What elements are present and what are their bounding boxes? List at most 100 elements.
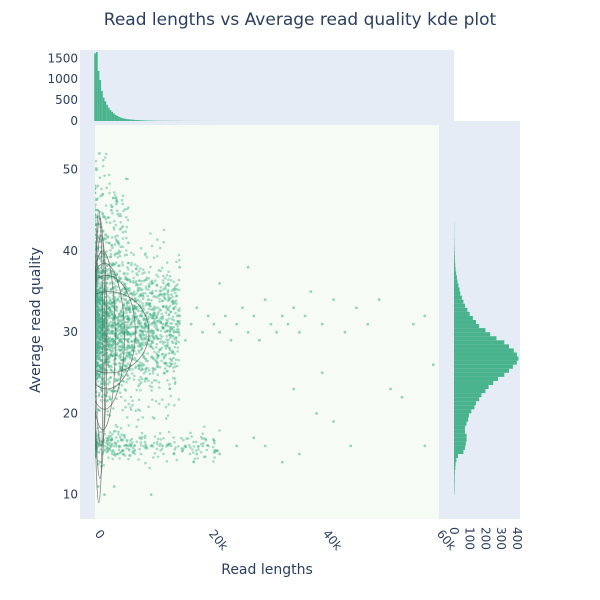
scatter-point	[121, 263, 124, 267]
scatter-point	[98, 314, 101, 318]
scatter-point	[139, 288, 142, 292]
scatter-point	[155, 440, 159, 444]
scatter-point	[99, 366, 103, 369]
scatter-point	[107, 337, 111, 341]
scatter-point	[129, 334, 133, 338]
scatter-point	[129, 355, 132, 358]
right-histogram-bar	[454, 474, 455, 479]
scatter-point	[95, 361, 98, 364]
top-histogram-bar	[143, 120, 146, 121]
scatter-point	[168, 304, 172, 308]
scatter-point	[173, 440, 176, 444]
scatter-point	[107, 311, 110, 314]
scatter-point	[164, 324, 167, 328]
scatter-point	[298, 452, 301, 456]
scatter-point	[121, 453, 125, 456]
scatter-point	[138, 279, 141, 282]
scatter-point	[134, 359, 137, 362]
scatter-point	[139, 336, 143, 340]
scatter-point	[96, 299, 99, 303]
scatter-point	[145, 301, 148, 305]
scatter-point	[156, 455, 160, 459]
scatter-point	[95, 349, 99, 353]
scatter-point	[115, 348, 118, 352]
scatter-point	[160, 299, 164, 303]
scatter-point	[98, 337, 102, 340]
scatter-point	[169, 394, 172, 398]
scatter-point	[121, 237, 125, 240]
scatter-point	[177, 331, 180, 334]
scatter-point	[125, 354, 129, 357]
scatter-point	[99, 440, 102, 443]
scatter-point	[121, 328, 124, 332]
scatter-point	[95, 223, 97, 226]
scatter-point	[165, 284, 168, 287]
right-histogram-bar	[454, 259, 455, 264]
scatter-point	[150, 334, 153, 337]
scatter-point	[144, 357, 148, 361]
scatter-point	[151, 416, 155, 419]
scatter-point	[172, 280, 176, 284]
scatter-point	[127, 424, 131, 427]
scatter-point	[121, 225, 125, 229]
scatter-point	[95, 222, 96, 225]
scatter-point	[124, 315, 127, 319]
scatter-point	[95, 232, 96, 235]
scatter-point	[97, 357, 101, 361]
scatter-point	[107, 343, 111, 346]
scatter-point	[95, 377, 99, 381]
scatter-point	[178, 309, 181, 313]
scatter-point	[96, 303, 100, 307]
scatter-point	[99, 380, 103, 383]
scatter-point	[97, 341, 100, 345]
scatter-point	[168, 334, 172, 337]
scatter-point	[174, 358, 178, 361]
top-histogram-background	[80, 50, 454, 121]
scatter-point	[96, 332, 99, 336]
scatter-point	[98, 295, 101, 299]
top-histogram-bar	[128, 119, 131, 121]
scatter-point	[126, 301, 129, 305]
scatter-point	[95, 203, 97, 206]
scatter-point	[153, 435, 157, 438]
scatter-point	[157, 268, 161, 272]
scatter-point	[150, 385, 154, 389]
scatter-point	[169, 444, 173, 448]
scatter-point	[177, 358, 180, 362]
scatter-point	[129, 310, 132, 314]
scatter-point	[96, 309, 99, 312]
scatter-point	[144, 278, 147, 282]
scatter-point	[156, 294, 160, 298]
scatter-point	[110, 345, 113, 348]
top-histogram-bar	[95, 52, 98, 122]
scatter-point	[125, 253, 129, 257]
scatter-point	[154, 321, 157, 325]
scatter-point	[142, 371, 146, 375]
scatter-point	[99, 292, 102, 296]
scatter-point	[150, 328, 153, 332]
y-tick-label: 50	[63, 163, 78, 177]
scatter-point	[111, 348, 115, 352]
scatter-point	[96, 306, 100, 310]
scatter-point	[97, 409, 101, 412]
right-histogram-bar	[454, 271, 457, 276]
scatter-point	[97, 287, 101, 291]
top-histogram-tick-label: 1500	[47, 51, 78, 65]
scatter-point	[98, 320, 101, 324]
scatter-point	[138, 286, 142, 290]
scatter-point	[161, 352, 165, 356]
scatter-point	[138, 361, 142, 364]
scatter-point	[128, 307, 132, 311]
scatter-point	[135, 305, 139, 309]
scatter-point	[116, 425, 119, 429]
scatter-point	[185, 437, 188, 440]
scatter-point	[106, 354, 110, 358]
scatter-point	[112, 430, 116, 433]
scatter-point	[134, 297, 137, 300]
scatter-point	[99, 310, 102, 313]
right-histogram-bar	[454, 433, 467, 438]
scatter-point	[106, 343, 110, 346]
scatter-point	[129, 322, 133, 326]
scatter-point	[154, 379, 158, 382]
scatter-point	[116, 251, 120, 254]
